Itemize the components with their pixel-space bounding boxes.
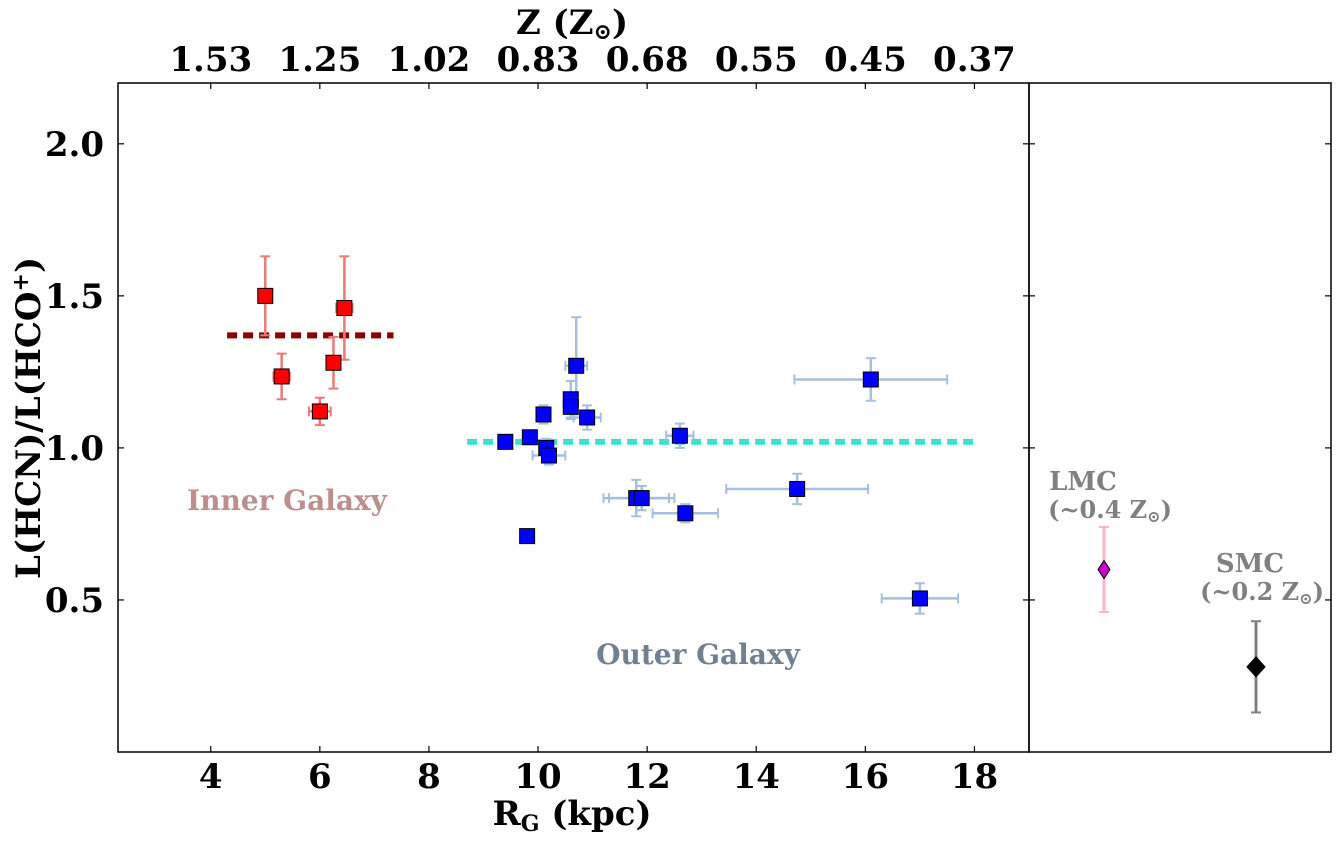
lmc-sublabel-prefix: (~0.4 Z	[1048, 495, 1147, 524]
axis-ticks	[118, 83, 1331, 752]
data-point-marker	[519, 528, 536, 545]
data-point-marker	[789, 480, 806, 497]
y-axis-title-main: L(HCN)/L(HCO	[9, 291, 49, 579]
top-tick-labels: 1.53 1.25 1.02 0.83 0.68 0.55 0.45 0.37	[169, 40, 1016, 80]
data-point-marker	[257, 287, 274, 304]
error-bars	[260, 255, 960, 615]
data-point-marker	[540, 447, 557, 464]
data-point-marker	[677, 505, 694, 522]
x-axis-title-main: R	[492, 794, 521, 834]
x-axis-title-sub: G	[521, 811, 540, 837]
y-axis-title-end: )	[9, 257, 49, 273]
top-tick-label: 1.25	[278, 40, 361, 80]
lmc-label: LMC	[1049, 467, 1117, 497]
top-tick-label: 1.53	[169, 40, 252, 80]
smc-sublabel-end: )	[1313, 577, 1324, 606]
smc-sublabel: (~0.2 Z⊙)	[1200, 577, 1324, 608]
data-point-marker	[273, 368, 290, 385]
data-point-marker	[633, 490, 650, 507]
smc-sublabel-sym: ⊙	[1299, 589, 1312, 608]
top-tick-label: 0.83	[497, 40, 580, 80]
data-point-marker	[579, 409, 596, 426]
data-point-marker	[325, 354, 342, 371]
side-panel-frame	[1028, 82, 1332, 753]
top-axis-title-sym: ⊙	[594, 19, 612, 45]
x-axis-title-unit: (kpc)	[540, 794, 652, 834]
top-tick-label: 0.45	[824, 40, 907, 80]
x-tick-label: 8	[417, 757, 441, 797]
top-tick-label: 0.55	[715, 40, 798, 80]
y-tick-label: 0.5	[45, 581, 104, 621]
x-tick-label: 6	[308, 757, 332, 797]
x-tick-label: 16	[842, 757, 889, 797]
data-point-marker	[336, 300, 353, 317]
data-point-marker	[568, 357, 585, 374]
mean-lines	[227, 332, 975, 445]
x-tick-label: 14	[733, 757, 780, 797]
data-point-marker	[911, 590, 928, 607]
top-tick-label: 0.68	[606, 40, 689, 80]
data-point-marker	[562, 398, 579, 415]
x-tick-label: 12	[623, 757, 670, 797]
data-point-marker	[521, 429, 538, 446]
smc-marker	[1246, 656, 1266, 678]
top-tick-label: 1.02	[388, 40, 471, 80]
y-tick-label: 1.5	[45, 277, 104, 317]
x-tick-label: 10	[514, 757, 561, 797]
data-point-marker	[862, 371, 879, 388]
x-tick-label: 4	[199, 757, 223, 797]
y-tick-labels: 0.5 1.0 1.5 2.0	[45, 125, 104, 621]
x-axis-title: RG (kpc)	[492, 794, 651, 837]
data-point-marker	[497, 433, 514, 450]
data-point-marker	[671, 427, 688, 444]
x-tick-label: 18	[951, 757, 998, 797]
data-point-marker	[311, 403, 328, 420]
lmc-marker	[1097, 559, 1111, 580]
inner-galaxy-label: Inner Galaxy	[187, 484, 388, 517]
top-axis-title-end: )	[612, 3, 628, 43]
side-panel-marks	[1097, 525, 1266, 714]
top-axis-title-main: Z (Z	[516, 3, 594, 43]
lmc-sublabel: (~0.4 Z⊙)	[1048, 495, 1172, 526]
lmc-sublabel-sym: ⊙	[1147, 507, 1160, 526]
top-tick-label: 0.37	[933, 40, 1016, 80]
y-tick-label: 2.0	[45, 125, 104, 165]
x-tick-labels: 4 6 8 10 12 14 16 18	[199, 757, 998, 797]
smc-label: SMC	[1216, 549, 1284, 579]
lmc-sublabel-end: )	[1161, 495, 1172, 524]
data-markers	[257, 287, 928, 607]
data-point-marker	[535, 406, 552, 423]
y-tick-label: 1.0	[45, 429, 104, 469]
y-axis-title: L(HCN)/L(HCO+)	[8, 257, 49, 579]
outer-galaxy-label: Outer Galaxy	[596, 638, 801, 671]
top-axis-title: Z (Z⊙)	[516, 3, 628, 45]
y-axis-title-sup: +	[8, 273, 34, 291]
smc-sublabel-prefix: (~0.2 Z	[1200, 577, 1299, 606]
